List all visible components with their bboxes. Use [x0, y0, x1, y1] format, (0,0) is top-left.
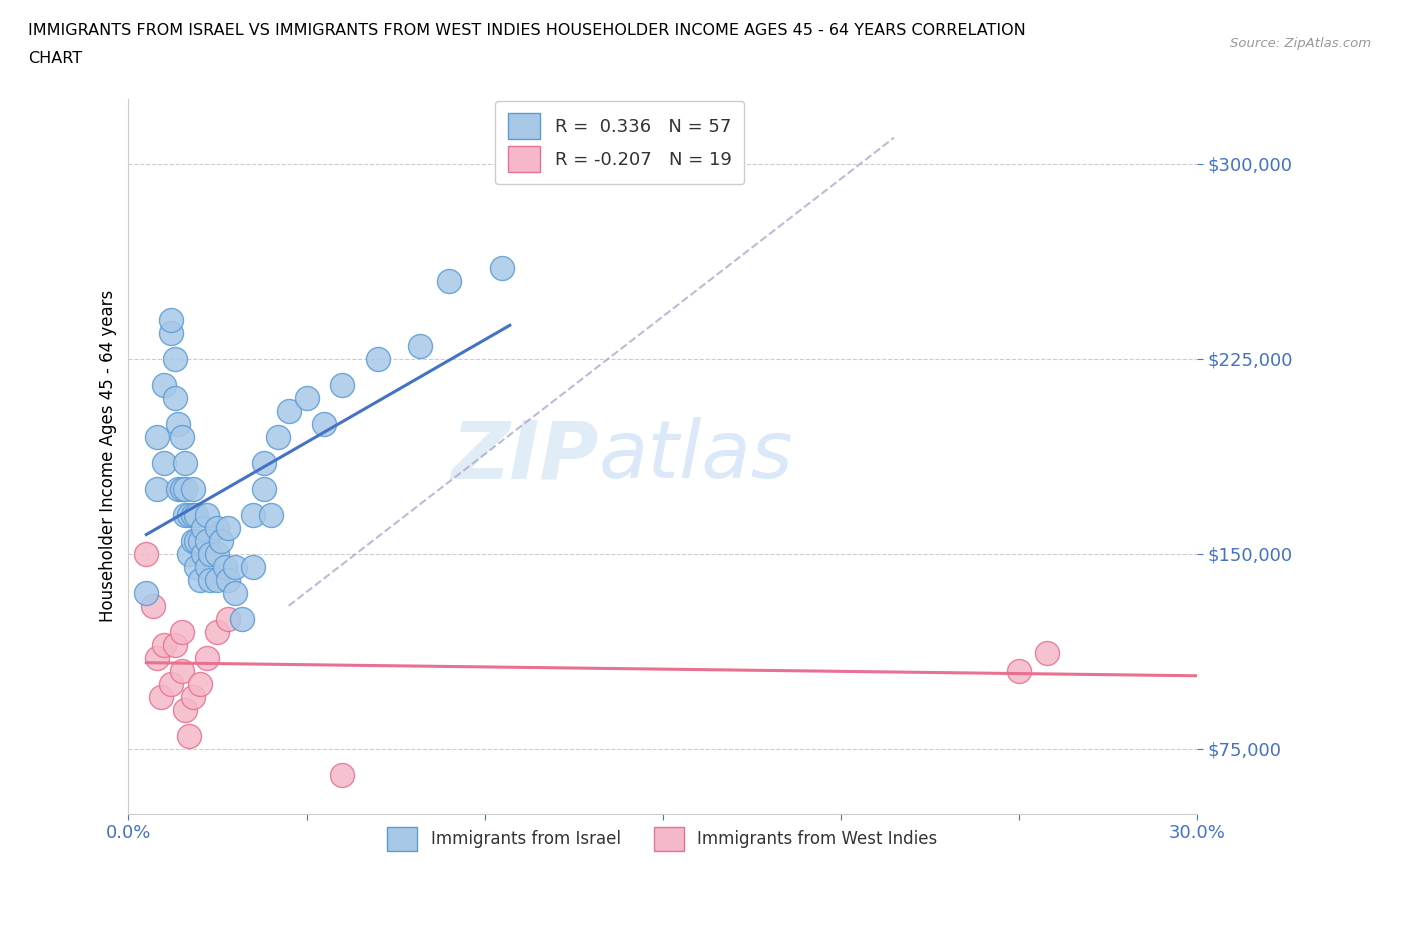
Point	[170, 624, 193, 639]
Point	[167, 417, 190, 432]
Text: atlas: atlas	[599, 418, 793, 496]
Point	[207, 521, 229, 536]
Point	[153, 456, 176, 471]
Point	[330, 378, 353, 392]
Point	[200, 572, 222, 587]
Point	[260, 508, 283, 523]
Point	[170, 663, 193, 678]
Point	[163, 637, 186, 652]
Point	[195, 533, 218, 548]
Point	[181, 482, 204, 497]
Point	[188, 572, 211, 587]
Text: ZIP: ZIP	[451, 418, 599, 496]
Point	[160, 326, 183, 340]
Point	[160, 676, 183, 691]
Point	[491, 260, 513, 275]
Point	[177, 546, 200, 561]
Point	[200, 546, 222, 561]
Text: Source: ZipAtlas.com: Source: ZipAtlas.com	[1230, 37, 1371, 50]
Point	[295, 391, 318, 405]
Point	[174, 456, 197, 471]
Point	[181, 689, 204, 704]
Point	[146, 650, 169, 665]
Point	[217, 572, 239, 587]
Point	[224, 585, 246, 600]
Point	[224, 559, 246, 574]
Point	[181, 533, 204, 548]
Point	[214, 559, 236, 574]
Point	[437, 273, 460, 288]
Y-axis label: Householder Income Ages 45 - 64 years: Householder Income Ages 45 - 64 years	[100, 290, 117, 622]
Point	[409, 339, 432, 353]
Point	[1036, 645, 1059, 660]
Point	[207, 546, 229, 561]
Point	[170, 430, 193, 445]
Point	[149, 689, 172, 704]
Point	[146, 430, 169, 445]
Point	[177, 508, 200, 523]
Point	[181, 508, 204, 523]
Point	[163, 391, 186, 405]
Point	[142, 598, 165, 613]
Point	[188, 533, 211, 548]
Point	[217, 521, 239, 536]
Point	[135, 546, 157, 561]
Point	[253, 456, 276, 471]
Point	[174, 702, 197, 717]
Text: CHART: CHART	[28, 51, 82, 66]
Legend: Immigrants from Israel, Immigrants from West Indies: Immigrants from Israel, Immigrants from …	[380, 819, 946, 859]
Point	[242, 508, 264, 523]
Point	[277, 404, 299, 418]
Point	[167, 482, 190, 497]
Point	[135, 585, 157, 600]
Point	[217, 611, 239, 626]
Point	[207, 572, 229, 587]
Point	[193, 521, 215, 536]
Point	[188, 676, 211, 691]
Point	[195, 508, 218, 523]
Point	[153, 378, 176, 392]
Point	[160, 312, 183, 327]
Point	[184, 533, 207, 548]
Point	[330, 767, 353, 782]
Point	[163, 352, 186, 366]
Point	[367, 352, 389, 366]
Point	[184, 559, 207, 574]
Text: IMMIGRANTS FROM ISRAEL VS IMMIGRANTS FROM WEST INDIES HOUSEHOLDER INCOME AGES 45: IMMIGRANTS FROM ISRAEL VS IMMIGRANTS FRO…	[28, 23, 1026, 38]
Point	[209, 533, 232, 548]
Point	[177, 728, 200, 743]
Point	[146, 482, 169, 497]
Point	[193, 546, 215, 561]
Point	[1007, 663, 1029, 678]
Point	[195, 559, 218, 574]
Point	[253, 482, 276, 497]
Point	[174, 508, 197, 523]
Point	[231, 611, 253, 626]
Point	[207, 624, 229, 639]
Point	[267, 430, 290, 445]
Point	[314, 417, 336, 432]
Point	[153, 637, 176, 652]
Point	[170, 482, 193, 497]
Point	[174, 482, 197, 497]
Point	[242, 559, 264, 574]
Point	[184, 508, 207, 523]
Point	[195, 650, 218, 665]
